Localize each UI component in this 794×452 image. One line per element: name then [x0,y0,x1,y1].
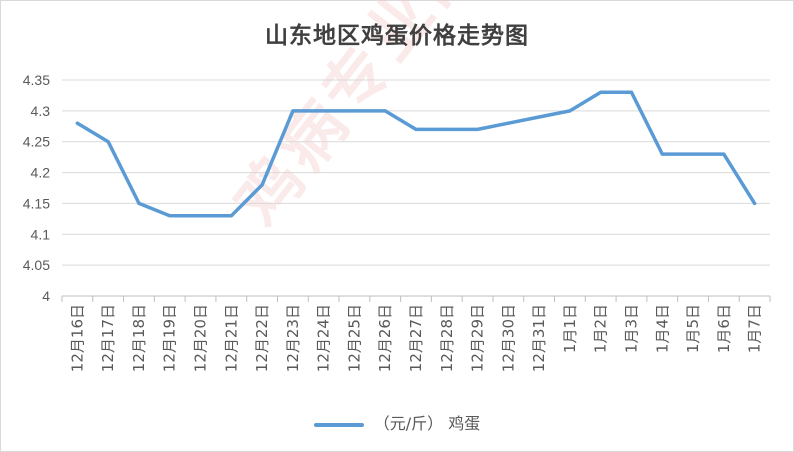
x-tick-label: 1月6日 [715,304,733,353]
data-point [475,127,480,131]
x-tick-label: 12月21日 [222,304,240,372]
data-point [629,90,634,94]
data-point [229,214,233,218]
x-tick-label: 1月4日 [653,304,671,353]
x-tick-label: 12月22日 [253,304,271,372]
data-point [198,214,203,218]
y-tick-label: 4.15 [23,195,50,211]
legend: （元/斤） 鸡蛋 [0,410,794,434]
legend-swatch [313,422,364,427]
y-tick-label: 4.05 [23,257,50,273]
x-tick-label: 12月29日 [469,304,487,372]
x-tick-label: 12月20日 [192,304,210,372]
y-tick-label: 4.2 [31,165,51,181]
data-point [137,201,141,206]
data-point [383,109,387,113]
data-point [75,121,79,125]
data-point [322,109,326,113]
x-tick-label: 12月25日 [345,304,363,372]
y-tick-label: 4.3 [31,103,51,119]
data-point [352,109,357,113]
x-tick-label: 12月17日 [99,304,117,372]
data-point [414,127,418,131]
data-point [599,90,603,94]
data-point [445,127,449,131]
x-tick-label: 12月27日 [407,304,425,372]
x-tick-label: 1月5日 [684,304,702,353]
x-tick-label: 12月26日 [376,304,394,372]
data-point [168,214,172,218]
y-tick-label: 4.25 [23,134,50,150]
data-point [660,152,664,156]
x-tick-label: 1月7日 [746,304,764,353]
y-tick-label: 4 [42,288,50,304]
chart-title: 山东地区鸡蛋价格走势图 [265,23,529,49]
x-tick-label: 12月18日 [130,304,148,372]
data-point [691,152,695,156]
data-point [722,152,726,156]
data-point [568,109,572,113]
x-tick-label: 1月2日 [592,304,610,353]
data-point [506,121,510,125]
x-tick-label: 1月1日 [561,304,579,353]
data-point [106,140,110,144]
x-tick-label: 1月3日 [622,304,640,353]
x-tick-label: 12月30日 [499,304,517,372]
y-tick-label: 4.1 [31,226,51,242]
legend-label: （元/斤） 鸡蛋 [373,414,481,433]
data-point [753,201,757,206]
x-tick-label: 12月28日 [438,304,456,372]
data-point [260,183,264,187]
x-tick-label: 12月19日 [161,304,179,372]
x-tick-label: 12月31日 [530,304,548,372]
y-tick-label: 4.35 [23,72,50,88]
x-tick-label: 12月16日 [68,304,86,372]
data-point [291,109,295,113]
data-point [537,115,541,119]
x-tick-label: 12月23日 [284,304,302,372]
x-tick-label: 12月24日 [315,304,333,372]
